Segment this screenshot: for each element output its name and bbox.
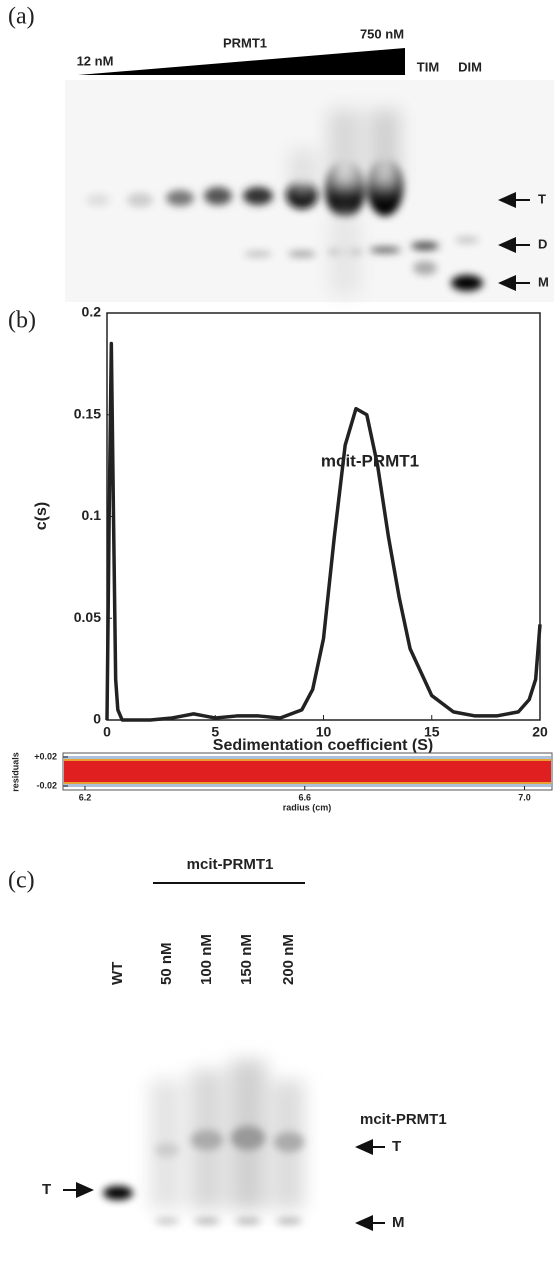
y-axis-label: residuals bbox=[10, 752, 20, 792]
band-label: M bbox=[538, 274, 549, 289]
y-tick-label: 0.05 bbox=[74, 609, 101, 625]
band-label: T bbox=[42, 1181, 51, 1198]
panel-label: (c) bbox=[8, 868, 35, 894]
y-tick-label: +0.02 bbox=[34, 751, 57, 761]
gradient-wedge bbox=[78, 48, 405, 75]
gel-smears bbox=[290, 110, 400, 295]
x-tick-label: 15 bbox=[424, 723, 440, 739]
y-axis-label: c(s) bbox=[33, 502, 50, 530]
protein-label: mcit-PRMT1 bbox=[360, 1111, 447, 1128]
band-label: M bbox=[392, 1214, 405, 1231]
lane-label: TIM bbox=[417, 59, 439, 74]
y-tick-label: 0 bbox=[93, 711, 101, 727]
band-label: D bbox=[538, 236, 547, 251]
gel-bands bbox=[103, 1126, 304, 1224]
x-tick-label: 7.0 bbox=[518, 792, 531, 802]
x-axis-label: Sedimentation coefficient (S) bbox=[213, 737, 433, 754]
lane-label: DIM bbox=[458, 59, 482, 74]
x-tick-label: 20 bbox=[532, 723, 548, 739]
y-tick-label: 0.1 bbox=[82, 507, 102, 523]
band-arrows bbox=[63, 1139, 385, 1231]
gradient-title: PRMT1 bbox=[223, 35, 267, 50]
annotation: mcit-PRMT1 bbox=[321, 451, 419, 470]
residual-frame bbox=[62, 752, 553, 791]
x-tick-label: 5 bbox=[211, 723, 219, 739]
x-axis-label: radius (cm) bbox=[283, 802, 332, 812]
data-line bbox=[105, 341, 542, 722]
band-arrows bbox=[498, 192, 530, 291]
x-tick-label: 10 bbox=[316, 723, 332, 739]
band-label: T bbox=[538, 191, 546, 206]
x-tick-label: 6.2 bbox=[79, 792, 92, 802]
plot-frame bbox=[106, 312, 541, 721]
lane-label: 150 nM bbox=[238, 934, 255, 985]
lane-label: 100 nM bbox=[198, 934, 215, 985]
y-tick-label: 0.2 bbox=[82, 304, 102, 320]
lane-label: 200 nM bbox=[280, 934, 297, 985]
x-tick-label: 6.6 bbox=[298, 792, 311, 802]
panel-label: (b) bbox=[8, 308, 36, 334]
group-label: mcit-PRMT1 bbox=[187, 856, 274, 873]
panel-label: (a) bbox=[8, 4, 35, 30]
gradient-start: 12 nM bbox=[77, 53, 114, 68]
lane-label: 50 nM bbox=[158, 942, 175, 985]
lane-label: WT bbox=[109, 962, 126, 985]
residual-noise bbox=[64, 756, 551, 787]
band-label: T bbox=[392, 1138, 401, 1155]
gradient-end: 750 nM bbox=[360, 26, 404, 41]
y-tick-label: 0.15 bbox=[74, 405, 101, 421]
y-tick-label: -0.02 bbox=[36, 780, 57, 790]
x-tick-label: 0 bbox=[103, 723, 111, 739]
